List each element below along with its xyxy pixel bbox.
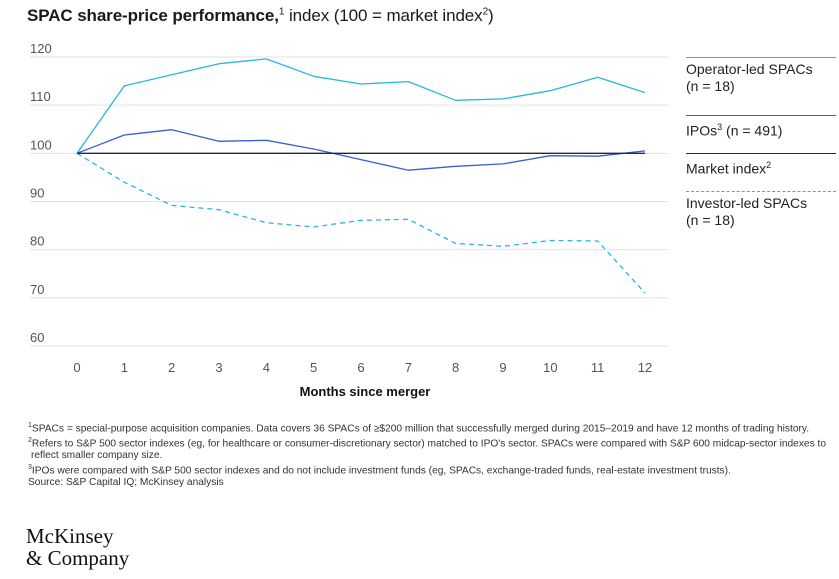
x-tick-label-1: 1 xyxy=(121,360,128,375)
x-tick-label-9: 9 xyxy=(499,360,506,375)
legend-line-operator-led xyxy=(686,57,836,58)
y-tick-label-60: 60 xyxy=(30,330,44,345)
footnote-1-marker: 1 xyxy=(28,422,32,429)
x-tick-label-8: 8 xyxy=(452,360,459,375)
legend-sublabel-operator-led: (n = 18) xyxy=(686,78,735,94)
x-tick-label-3: 3 xyxy=(215,360,222,375)
footnote-1: 1SPACs = special-purpose acquisition com… xyxy=(28,420,828,435)
x-tick-label-0: 0 xyxy=(73,360,80,375)
x-tick-label-12: 12 xyxy=(638,360,652,375)
x-tick-label-11: 11 xyxy=(591,360,605,375)
legend-label-ipos-count: (n = 491) xyxy=(722,122,783,139)
legend-label-market-index: Market index xyxy=(686,160,767,177)
y-tick-label-70: 70 xyxy=(30,282,44,297)
logo-line-2: & Company xyxy=(26,546,130,570)
title-close: ) xyxy=(488,6,494,25)
x-axis-title: Months since merger xyxy=(300,384,431,399)
source-text: Source: S&P Capital IQ; McKinsey analysi… xyxy=(28,476,224,488)
series-line-operator-led-spacs-n-18 xyxy=(76,58,646,154)
series-line-investor-led-spacs-n-18 xyxy=(76,152,646,294)
legend-sublabel-investor-led: (n = 18) xyxy=(686,212,735,228)
title-footnote-2: 2 xyxy=(482,6,489,18)
mckinsey-logo: McKinsey & Company xyxy=(26,525,129,569)
legend-item-investor-led: Investor-led SPACs (n = 18) xyxy=(686,191,836,229)
legend-item-market-index: Market index2 xyxy=(686,153,836,178)
x-tick-label-10: 10 xyxy=(543,360,557,375)
y-tick-label-90: 90 xyxy=(30,186,44,201)
y-tick-label-110: 110 xyxy=(30,89,51,104)
legend-label-ipos: IPOs xyxy=(686,122,718,139)
legend-line-ipos xyxy=(686,115,836,116)
title-rest: index (100 = market index xyxy=(284,6,483,25)
x-tick-label-7: 7 xyxy=(405,360,412,375)
footnote-3-text: IPOs were compared with S&P 500 sector i… xyxy=(31,464,731,476)
x-tick-label-6: 6 xyxy=(357,360,364,375)
footnote-2-marker: 2 xyxy=(28,436,32,444)
source-note: Source: S&P Capital IQ; McKinsey analysi… xyxy=(28,477,828,489)
series-line-ipos-n-491 xyxy=(76,129,646,171)
legend-label-operator-led: Operator-led SPACs xyxy=(686,61,813,77)
x-tick-label-4: 4 xyxy=(263,360,270,375)
y-tick-label-80: 80 xyxy=(30,234,44,249)
y-tick-label-120: 120 xyxy=(30,41,52,56)
legend-footnote-market-index: 2 xyxy=(766,160,772,170)
x-tick-label-2: 2 xyxy=(168,360,175,375)
legend-item-ipos: IPOs3 (n = 491) xyxy=(686,115,836,140)
logo-line-1: McKinsey xyxy=(26,524,114,548)
y-tick-label-100: 100 xyxy=(30,137,52,152)
footnotes: 1SPACs = special-purpose acquisition com… xyxy=(28,420,828,488)
footnote-3: 3IPOs were compared with S&P 500 sector … xyxy=(28,462,828,477)
x-tick-label-5: 5 xyxy=(310,360,317,375)
title-footnote-1: 1 xyxy=(278,6,285,18)
title-bold: SPAC share-price performance, xyxy=(27,6,279,25)
footnote-3-marker: 3 xyxy=(28,463,32,471)
legend-line-investor-led xyxy=(686,191,836,192)
legend-line-market-index xyxy=(686,153,836,154)
legend-item-operator-led: Operator-led SPACs (n = 18) xyxy=(686,57,836,95)
footnote-2-text: Refers to S&P 500 sector indexes (eg, fo… xyxy=(31,438,827,461)
footnote-1-text: SPACs = special-purpose acquisition comp… xyxy=(31,423,810,435)
legend-label-investor-led: Investor-led SPACs xyxy=(686,195,808,211)
footnote-2: 2Refers to S&P 500 sector indexes (eg, f… xyxy=(28,435,828,462)
legend-footnote-ipos: 3 xyxy=(717,122,723,132)
chart-title: SPAC share-price performance,1 index (10… xyxy=(27,6,494,26)
